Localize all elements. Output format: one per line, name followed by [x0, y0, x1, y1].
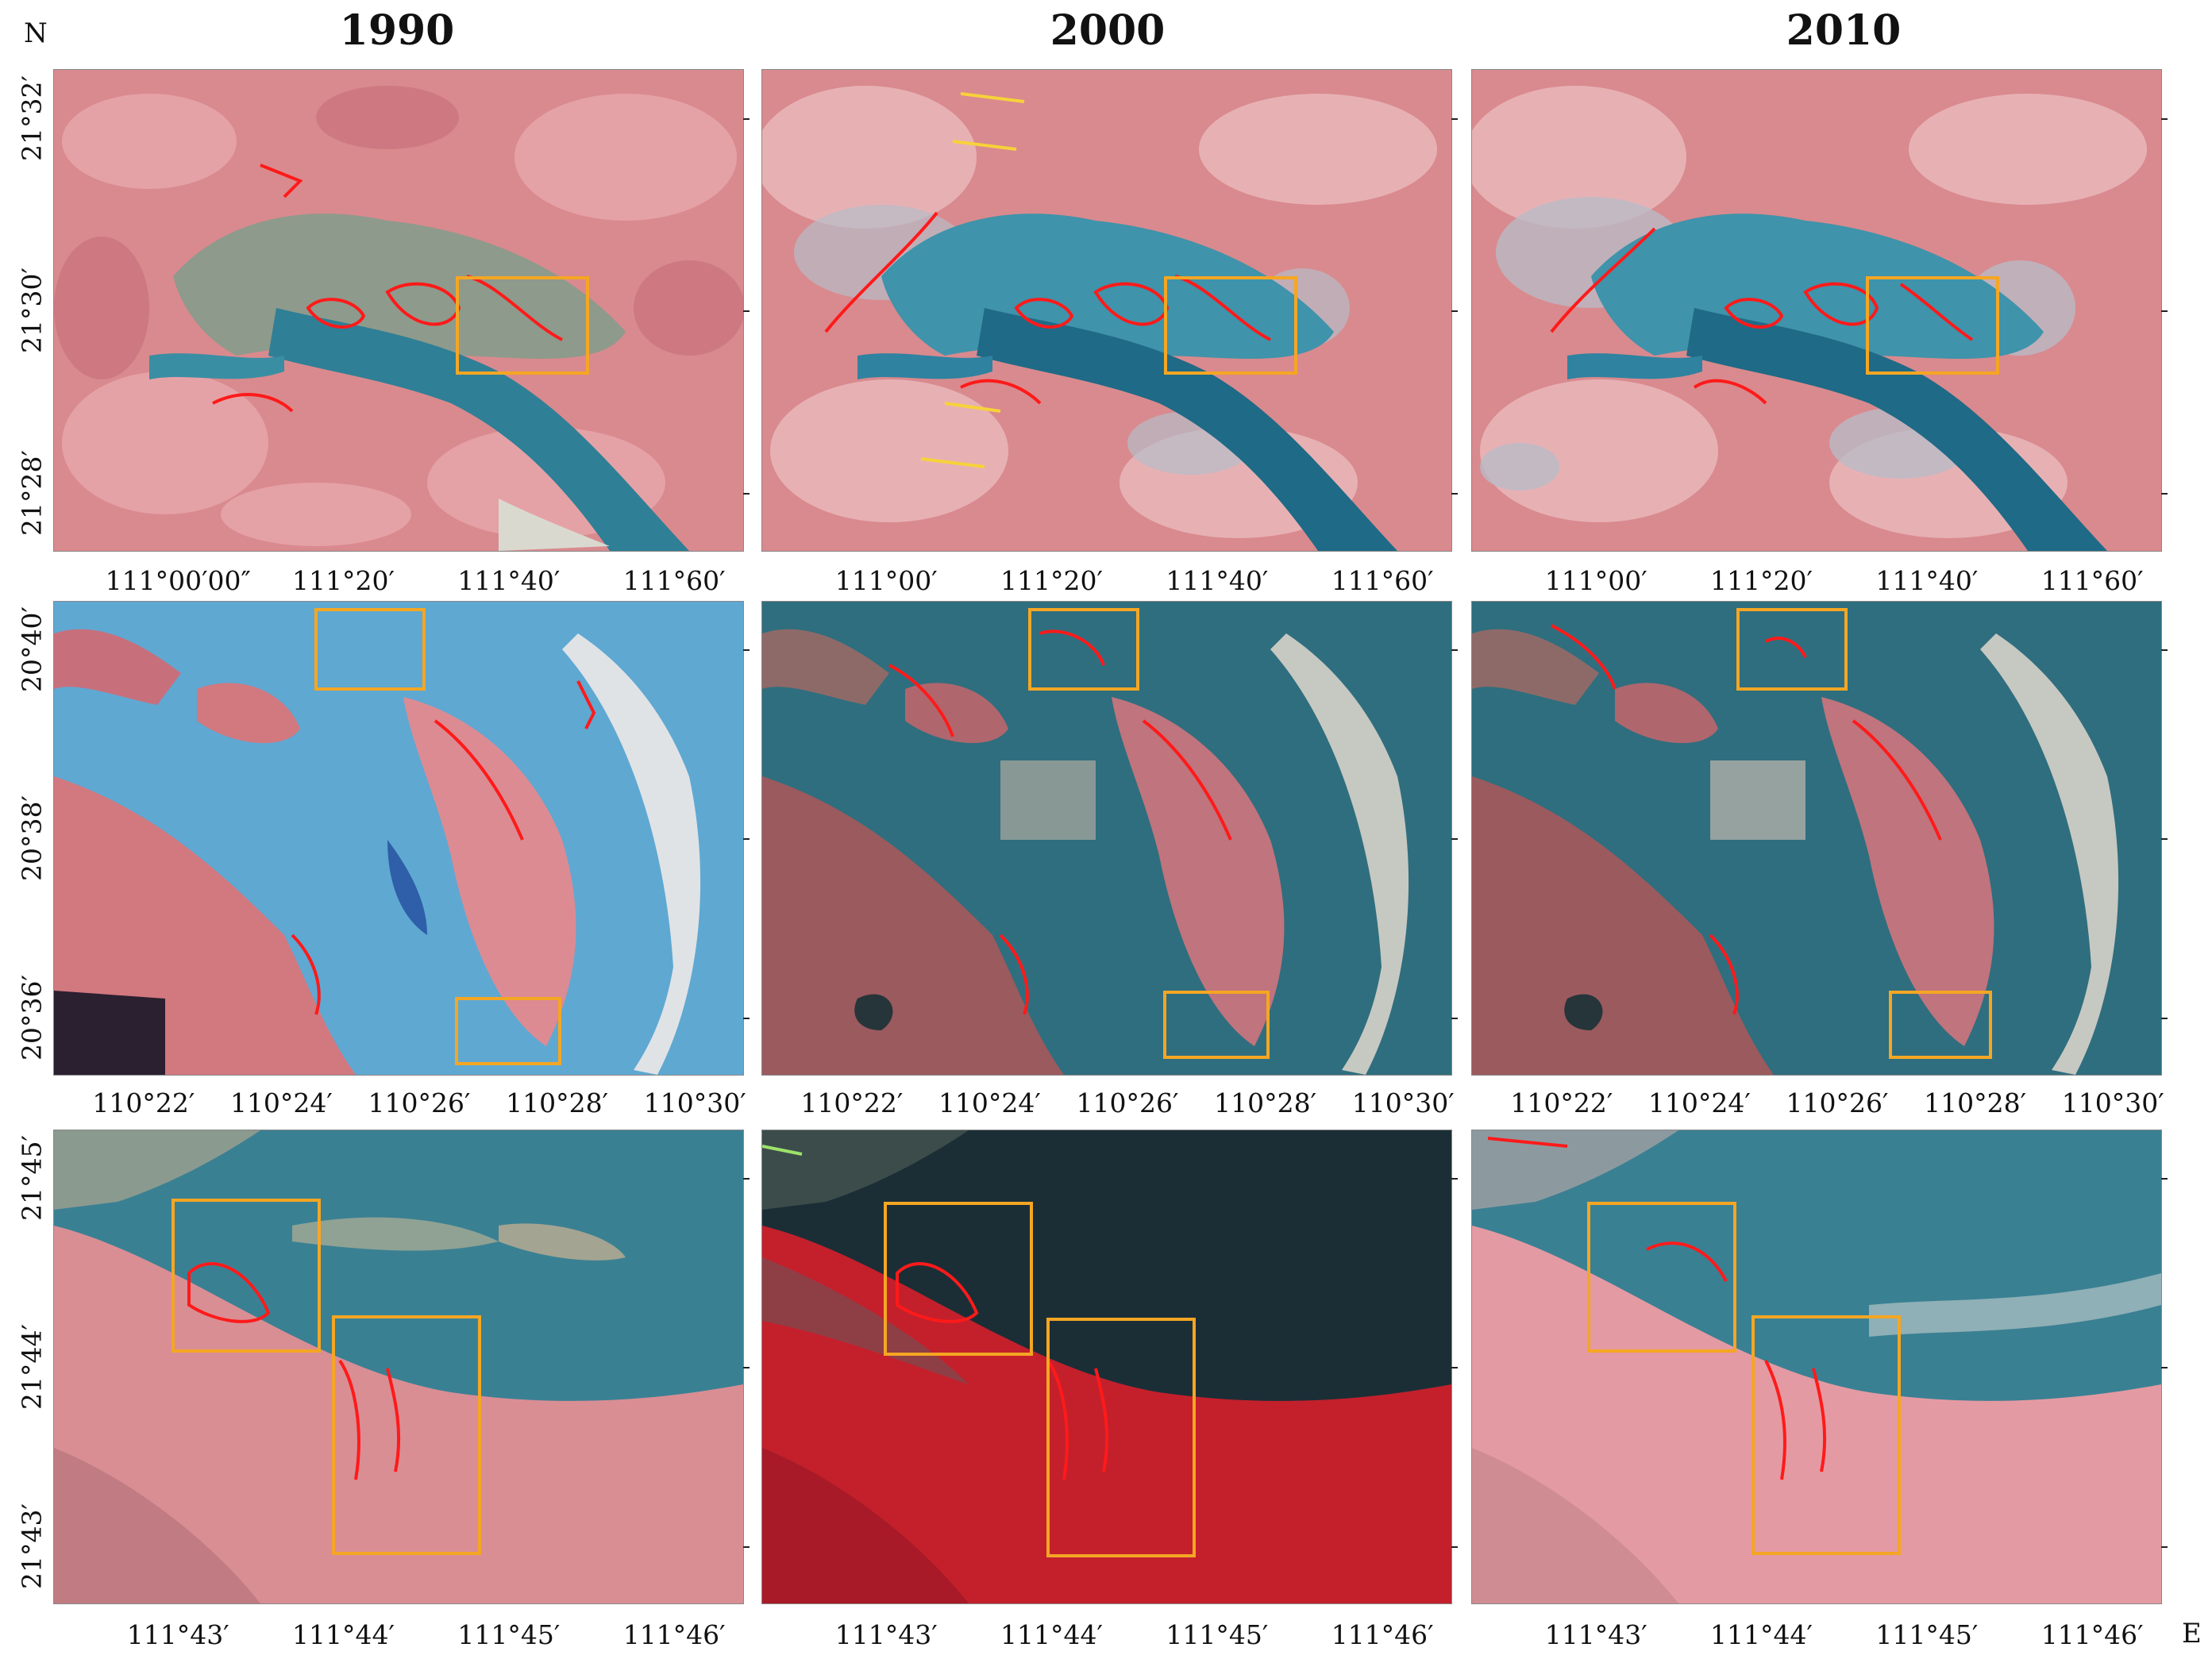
- lon-label-row2-col3: 110°26′: [1786, 1087, 1889, 1118]
- map-panel-row2-1990: [54, 602, 743, 1075]
- lon-label-row2-col1: 110°24′: [229, 1087, 333, 1118]
- axis-tick: [2161, 649, 2168, 651]
- lon-label-row1-col2: 111°20′: [1000, 565, 1104, 596]
- lat-label-row1: 21°30′: [16, 268, 48, 353]
- axis-tick: [743, 493, 750, 495]
- lon-label-row3-col1: 111°45′: [457, 1619, 561, 1650]
- axis-tick: [1451, 1177, 1458, 1180]
- lon-label-row2-col1: 110°28′: [506, 1087, 609, 1118]
- lon-label-row1-col3: 111°20′: [1710, 565, 1813, 596]
- axis-tick: [2161, 493, 2168, 495]
- lon-label-row3-col1: 111°44′: [292, 1619, 395, 1650]
- lon-label-row1-col1: 111°40′: [457, 565, 561, 596]
- axis-tick: [1451, 493, 1458, 495]
- lat-label-row3: 21°43′: [16, 1503, 48, 1590]
- map-panel-row1-2010: [1472, 70, 2161, 551]
- lon-label-row2-col1: 110°26′: [368, 1087, 471, 1118]
- north-label: N: [24, 17, 48, 49]
- year-title-2000: 2000: [1050, 6, 1166, 55]
- lon-label-row2-col2: 110°28′: [1214, 1087, 1317, 1118]
- lon-label-row2-col2: 110°26′: [1076, 1087, 1179, 1118]
- lon-label-row3-col3: 111°43′: [1544, 1619, 1647, 1650]
- lat-label-row2: 20°38′: [16, 795, 48, 881]
- lon-label-row2-col3: 110°22′: [1510, 1087, 1613, 1118]
- map-panel-row2-2000: [762, 602, 1451, 1075]
- lat-label-row3: 21°44′: [16, 1324, 48, 1410]
- lon-label-row3-col2: 111°46′: [1331, 1619, 1434, 1650]
- axis-tick: [743, 1546, 750, 1549]
- lon-label-row3-col1: 111°46′: [622, 1619, 726, 1650]
- axis-tick: [2161, 310, 2168, 312]
- east-label: E: [2182, 1618, 2202, 1649]
- lon-label-row3-col2: 111°43′: [834, 1619, 938, 1650]
- lat-label-row2: 20°36′: [16, 975, 48, 1061]
- lon-label-row1-col2: 111°40′: [1166, 565, 1269, 596]
- axis-tick: [2161, 838, 2168, 840]
- axis-tick: [1451, 1367, 1458, 1368]
- axis-tick: [2161, 1177, 2168, 1180]
- lon-label-row2-col2: 110°30′: [1351, 1087, 1455, 1118]
- lon-label-row1-col3: 111°60′: [2041, 565, 2144, 596]
- map-panel-row3-2000: [762, 1130, 1451, 1603]
- axis-tick: [1451, 117, 1458, 120]
- lat-label-row3: 21°45′: [16, 1134, 48, 1221]
- lon-label-row2-col2: 110°24′: [938, 1087, 1041, 1118]
- lon-label-row1-col3: 111°40′: [1875, 565, 1979, 596]
- map-panel-row1-2000: [762, 70, 1451, 551]
- lon-label-row3-col2: 111°44′: [1000, 1619, 1104, 1650]
- map-panel-row2-2010: [1472, 602, 2161, 1075]
- lat-label-row1: 21°32′: [16, 75, 48, 161]
- map-panel-row3-1990: [54, 1130, 743, 1603]
- year-title-2010: 2010: [1786, 6, 1902, 55]
- lon-label-row1-col1: 111°20′: [292, 565, 395, 596]
- axis-tick: [1451, 838, 1458, 840]
- lon-label-row2-col3: 110°24′: [1647, 1087, 1751, 1118]
- axis-tick: [743, 1018, 750, 1020]
- year-title-1990: 1990: [339, 6, 455, 55]
- lon-label-row1-col2: 111°60′: [1331, 565, 1434, 596]
- lon-label-row3-col3: 111°45′: [1875, 1619, 1979, 1650]
- map-panel-row1-1990: [54, 70, 743, 551]
- lon-label-row2-col3: 110°30′: [2061, 1087, 2164, 1118]
- lon-label-row1-col1: 111°00′00″: [105, 565, 251, 596]
- lon-label-row2-col3: 110°28′: [1924, 1087, 2027, 1118]
- lat-label-row1: 21°28′: [16, 450, 48, 537]
- axis-tick: [743, 838, 750, 840]
- lon-label-row2-col1: 110°30′: [643, 1087, 746, 1118]
- lon-label-row2-col1: 110°22′: [92, 1087, 195, 1118]
- axis-tick: [1451, 310, 1458, 312]
- lon-label-row1-col1: 111°60′: [622, 565, 726, 596]
- axis-tick: [2161, 117, 2168, 120]
- map-panel-row3-2010: [1472, 1130, 2161, 1603]
- axis-tick: [743, 1177, 750, 1180]
- axis-tick: [743, 310, 750, 312]
- lon-label-row1-col3: 111°00′: [1544, 565, 1647, 596]
- axis-tick: [1451, 1018, 1458, 1020]
- axis-tick: [2161, 1018, 2168, 1020]
- lon-label-row3-col1: 111°43′: [126, 1619, 229, 1650]
- lat-label-row2: 20°40′: [16, 606, 48, 692]
- lon-label-row3-col3: 111°44′: [1710, 1619, 1813, 1650]
- lon-label-row2-col2: 110°22′: [800, 1087, 904, 1118]
- lon-label-row3-col3: 111°46′: [2041, 1619, 2144, 1650]
- lon-label-row1-col2: 111°00′: [834, 565, 938, 596]
- lon-label-row3-col2: 111°45′: [1166, 1619, 1269, 1650]
- axis-tick: [743, 117, 750, 120]
- axis-tick: [743, 649, 750, 651]
- axis-tick: [2161, 1367, 2168, 1368]
- axis-tick: [1451, 1546, 1458, 1549]
- axis-tick: [743, 1367, 750, 1368]
- axis-tick: [2161, 1546, 2168, 1549]
- axis-tick: [1451, 649, 1458, 651]
